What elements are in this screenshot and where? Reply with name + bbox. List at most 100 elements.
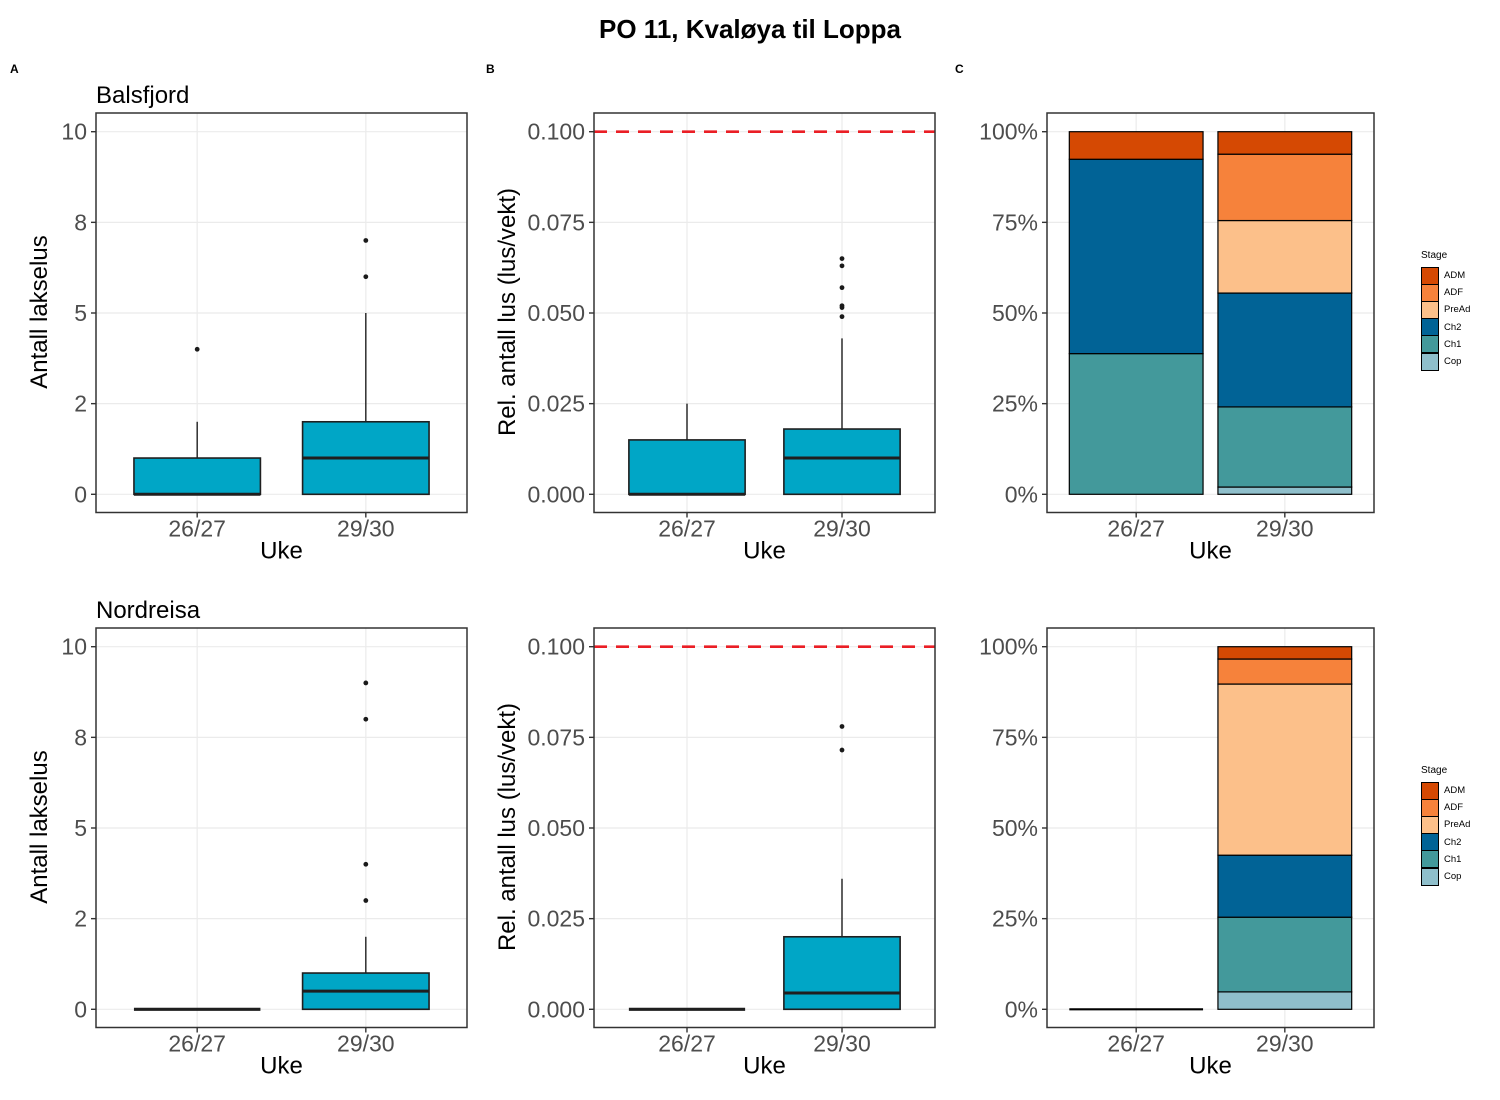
bar-segment-ch1 bbox=[1068, 353, 1204, 495]
bar-segment-ch2 bbox=[1217, 292, 1353, 408]
legend-key-swatch bbox=[1421, 283, 1439, 302]
legend-item-cop: Cop bbox=[1421, 352, 1500, 371]
panel-tag-b: B bbox=[486, 62, 495, 76]
bar-segment-pread bbox=[1217, 219, 1353, 294]
y-tick-label: 0.100 bbox=[527, 119, 585, 145]
bar-segment-ch1 bbox=[1217, 916, 1353, 993]
legend-item-label: Ch2 bbox=[1444, 836, 1462, 848]
legend-item-label: Cop bbox=[1444, 871, 1462, 883]
y-tick-label: 0% bbox=[1005, 996, 1038, 1022]
outlier-point bbox=[839, 256, 845, 262]
bar-segment-adf bbox=[1217, 658, 1353, 685]
stage-legend-row1: Stage ADM ADF PreAd Ch2 Ch1 Cop bbox=[1421, 250, 1500, 371]
y-tick-label: 100% bbox=[979, 634, 1038, 660]
outlier-point bbox=[363, 898, 369, 903]
y-tick-label: 5 bbox=[74, 815, 87, 841]
legend-item-cop: Cop bbox=[1421, 867, 1500, 886]
y-tick-label: 5 bbox=[74, 300, 87, 326]
x-tick-label: 26/27 bbox=[1107, 516, 1165, 542]
y-tick-label: 2 bbox=[74, 906, 87, 932]
legend-item-label: Cop bbox=[1444, 356, 1462, 368]
outlier-point bbox=[363, 680, 369, 686]
x-tick-label: 29/30 bbox=[337, 1031, 395, 1057]
outlier-point bbox=[839, 724, 845, 729]
y-tick-label: 0.075 bbox=[527, 209, 585, 235]
x-tick-label: 29/30 bbox=[813, 516, 871, 542]
y-tick-label: 10 bbox=[61, 119, 87, 145]
legend-key-swatch bbox=[1421, 266, 1439, 285]
legend-item-label: Ch1 bbox=[1444, 338, 1462, 350]
x-tick-label: 26/27 bbox=[1107, 1031, 1165, 1057]
legend-key-swatch bbox=[1421, 781, 1439, 800]
x-axis-title: Uke bbox=[743, 1053, 786, 1080]
legend-key-swatch bbox=[1421, 867, 1439, 886]
legend-key-swatch bbox=[1421, 798, 1439, 817]
y-tick-label: 25% bbox=[992, 391, 1038, 417]
y-tick-label: 0.025 bbox=[527, 391, 585, 417]
y-tick-label: 0.000 bbox=[527, 481, 585, 507]
x-axis-title: Uke bbox=[1189, 538, 1232, 565]
legend-key-swatch bbox=[1421, 815, 1439, 834]
y-tick-label: 75% bbox=[992, 209, 1038, 235]
y-tick-label: 50% bbox=[992, 815, 1038, 841]
legend-item-ch2: Ch2 bbox=[1421, 318, 1500, 337]
outlier-point bbox=[363, 274, 369, 280]
y-tick-label: 0.100 bbox=[527, 634, 585, 660]
bar-segment-pread bbox=[1217, 683, 1353, 856]
legend-key-swatch bbox=[1421, 352, 1439, 371]
legend-item-pread: PreAd bbox=[1421, 815, 1500, 834]
legend-item-label: ADF bbox=[1444, 802, 1463, 814]
x-axis-title: Uke bbox=[260, 1053, 303, 1080]
legend-title: Stage bbox=[1421, 765, 1448, 776]
boxplot-box bbox=[628, 439, 746, 496]
outlier-point bbox=[194, 346, 200, 352]
x-tick-label: 26/27 bbox=[658, 1031, 716, 1057]
x-tick-label: 26/27 bbox=[168, 1031, 226, 1057]
bar-segment-adf bbox=[1217, 153, 1353, 222]
legend-key-swatch bbox=[1421, 318, 1439, 337]
y-tick-label: 0.025 bbox=[527, 906, 585, 932]
y-tick-label: 25% bbox=[992, 906, 1038, 932]
y-tick-label: 75% bbox=[992, 724, 1038, 750]
x-tick-label: 29/30 bbox=[337, 516, 395, 542]
x-tick-label: 29/30 bbox=[1256, 1031, 1314, 1057]
outlier-point bbox=[839, 303, 845, 309]
outlier-point bbox=[839, 314, 845, 320]
region-title-nordreisa: Nordreisa bbox=[96, 597, 201, 624]
y-tick-label: 0 bbox=[74, 481, 87, 507]
bar-segment-adm bbox=[1217, 646, 1353, 660]
bar-segment-ch2 bbox=[1217, 854, 1353, 918]
bar-segment-adm bbox=[1217, 131, 1353, 155]
legend-key-swatch bbox=[1421, 833, 1439, 852]
legend-item-adm: ADM bbox=[1421, 266, 1500, 285]
legend-item-label: Ch1 bbox=[1444, 853, 1462, 865]
bar-segment-ch2 bbox=[1068, 158, 1204, 355]
legend-item-pread: PreAd bbox=[1421, 300, 1500, 319]
legend-item-label: ADF bbox=[1444, 287, 1463, 299]
y-tick-label: 0.075 bbox=[527, 724, 585, 750]
legend-item-ch1: Ch1 bbox=[1421, 850, 1500, 869]
legend-item-label: Ch2 bbox=[1444, 321, 1462, 333]
bar-segment-adm bbox=[1068, 131, 1204, 160]
legend-title: Stage bbox=[1421, 250, 1448, 261]
x-axis-title: Uke bbox=[1189, 1053, 1232, 1080]
legend-item-label: ADM bbox=[1444, 270, 1466, 282]
y-tick-label: 50% bbox=[992, 300, 1038, 326]
y-tick-label: 0.050 bbox=[527, 815, 585, 841]
legend-item-label: PreAd bbox=[1444, 304, 1471, 316]
y-tick-label: 100% bbox=[979, 119, 1038, 145]
legend-item-ch2: Ch2 bbox=[1421, 833, 1500, 852]
legend-item-ch1: Ch1 bbox=[1421, 335, 1500, 354]
y-tick-label: 0.000 bbox=[527, 996, 585, 1022]
outlier-point bbox=[363, 716, 369, 722]
legend-item-adf: ADF bbox=[1421, 283, 1500, 302]
y-tick-label: 0 bbox=[74, 996, 87, 1022]
legend-key-swatch bbox=[1421, 335, 1439, 354]
x-axis-title: Uke bbox=[743, 538, 786, 565]
boxplot-box bbox=[783, 935, 901, 1011]
x-tick-label: 26/27 bbox=[168, 516, 226, 542]
outlier-point bbox=[363, 238, 369, 243]
bar-segment-cop bbox=[1217, 486, 1353, 495]
